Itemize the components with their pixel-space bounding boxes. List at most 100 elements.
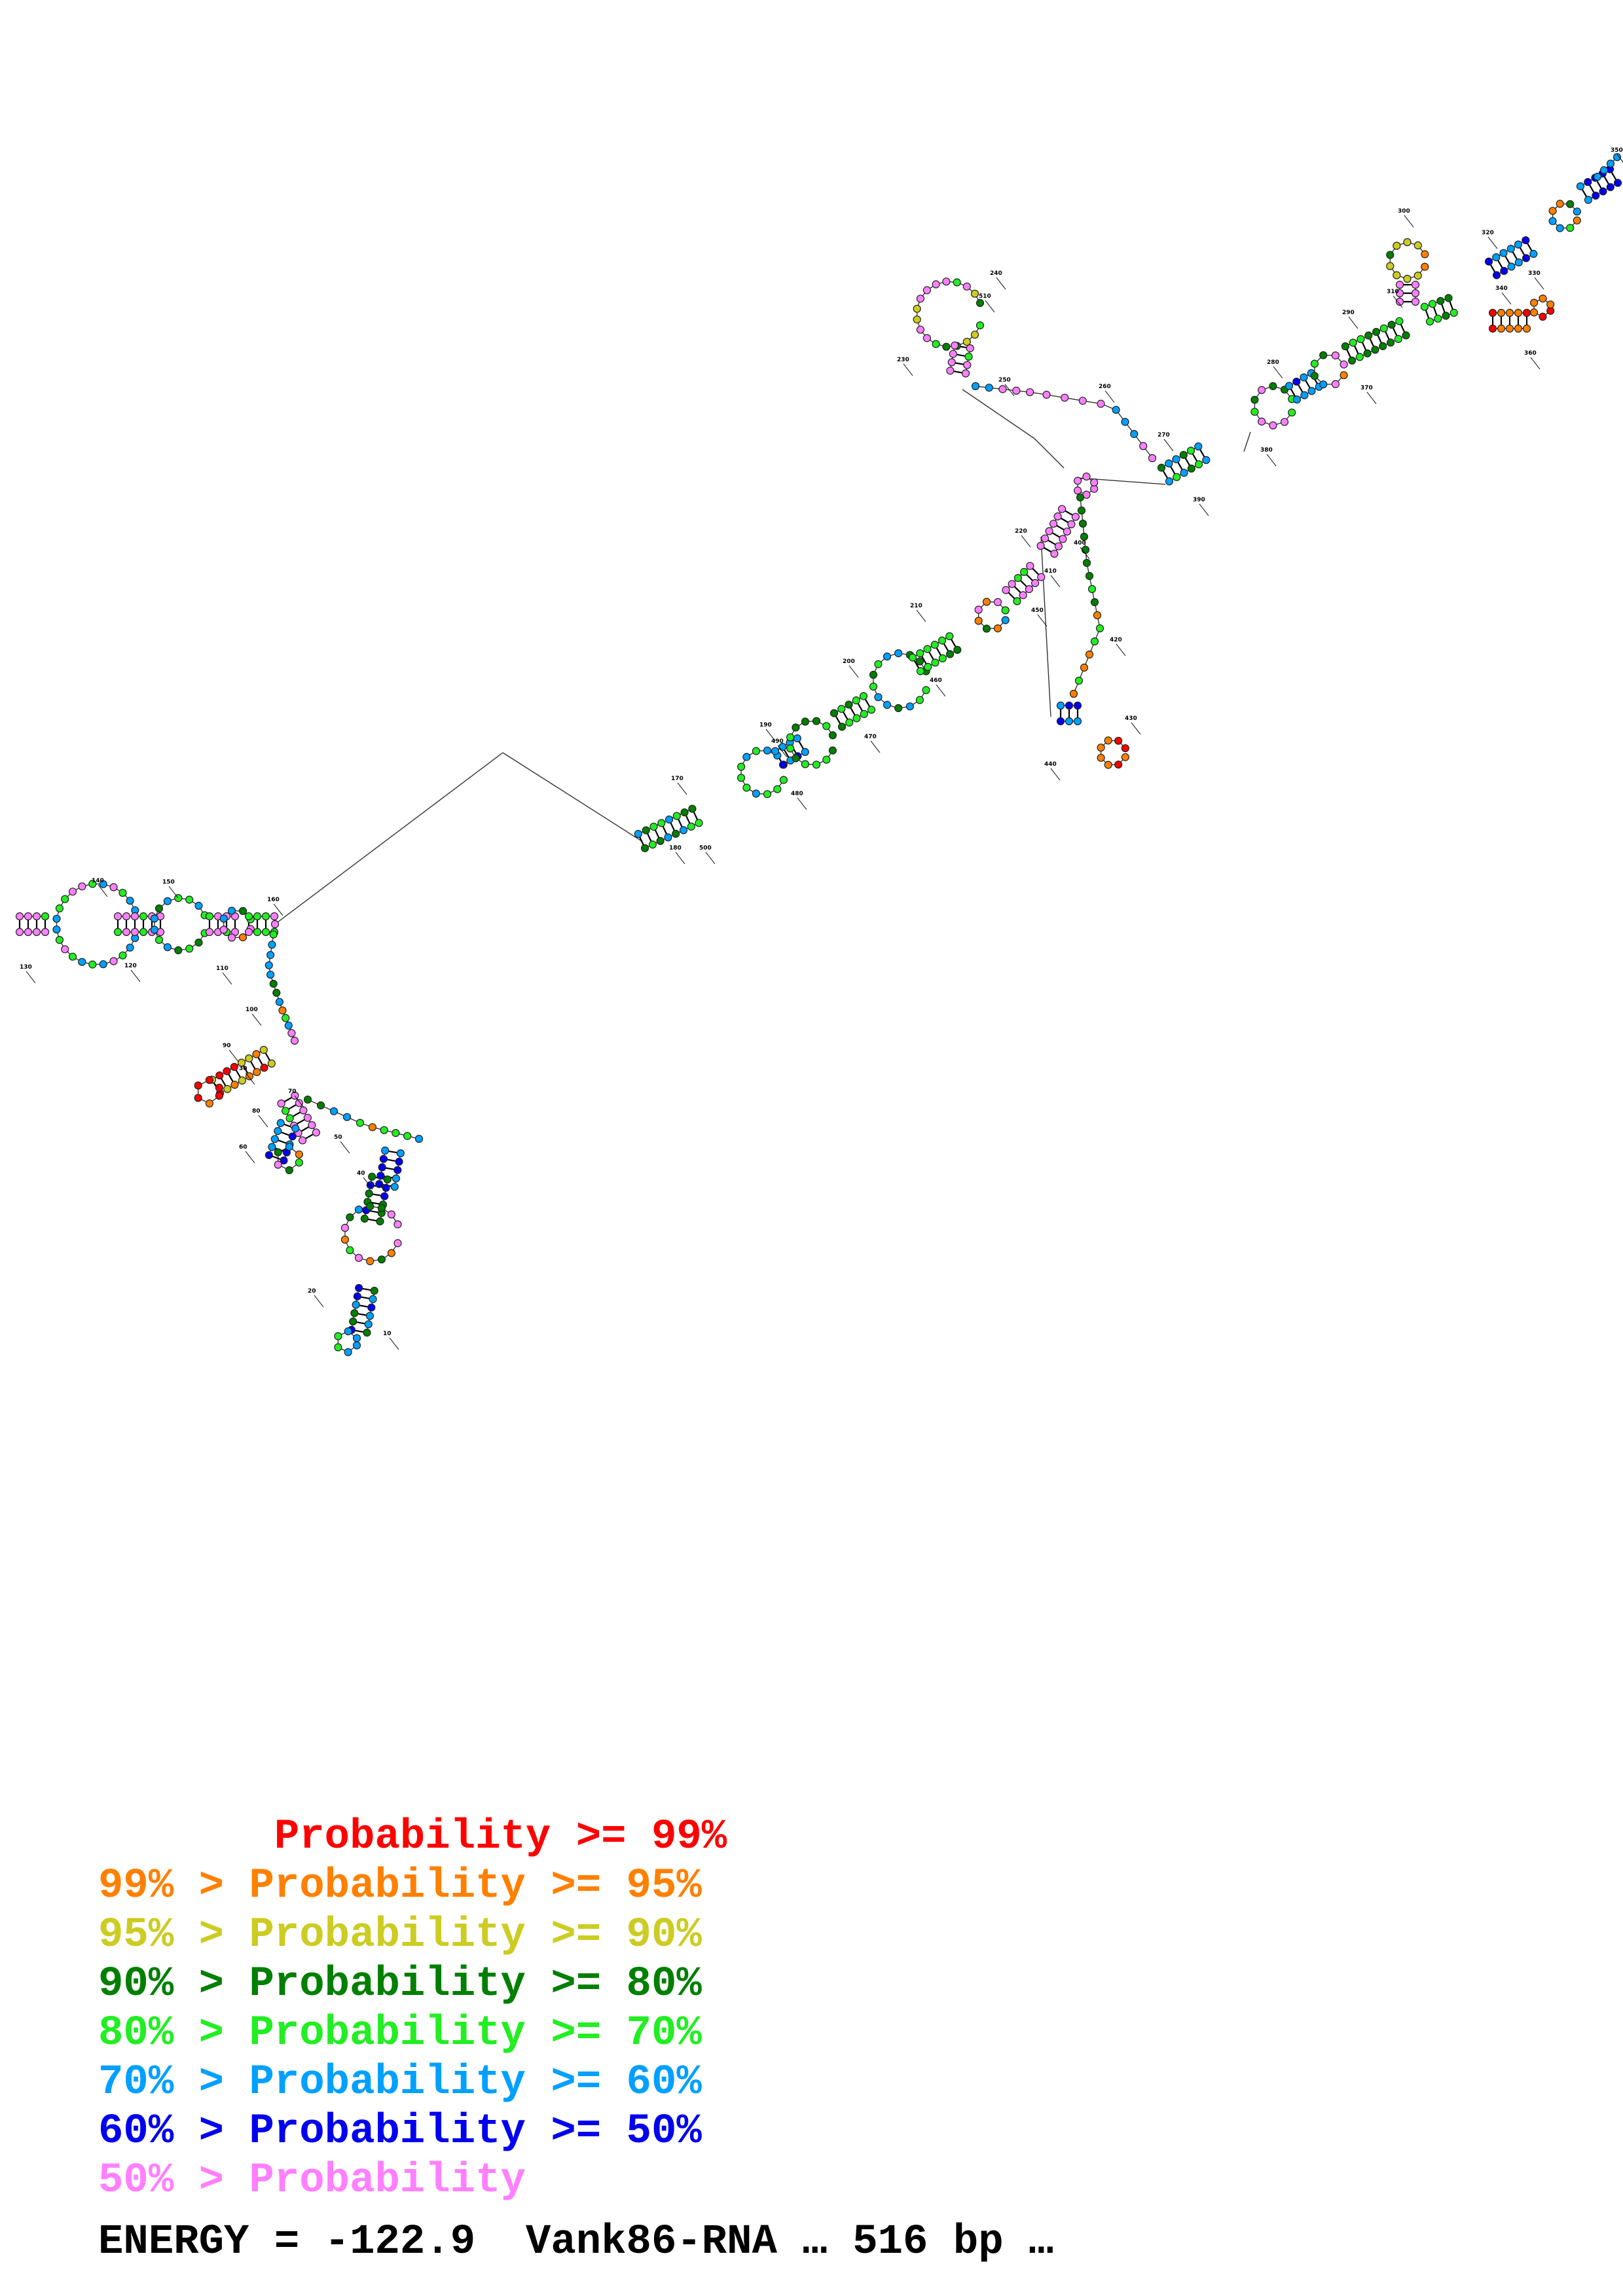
nucleotide <box>922 286 932 295</box>
nucleotide <box>1077 506 1086 515</box>
nucleotide <box>113 927 122 937</box>
label-tick <box>675 852 685 865</box>
label-tick <box>363 1177 373 1190</box>
nucleotide <box>334 1343 342 1352</box>
nucleotide <box>109 883 118 891</box>
nucleotide <box>963 361 972 369</box>
nucleotide <box>852 714 861 723</box>
nucleotide <box>822 722 831 730</box>
nucleotide <box>268 941 276 949</box>
nucleotide <box>303 1095 312 1104</box>
position-label: 350 <box>1611 147 1623 154</box>
nucleotide <box>1566 200 1575 208</box>
nucleotide <box>88 960 97 969</box>
nucleotide <box>1093 611 1102 620</box>
nucleotide <box>150 925 158 934</box>
nucleotide <box>99 960 107 969</box>
position-label: 390 <box>1193 497 1205 503</box>
position-label: 100 <box>246 1007 258 1013</box>
nucleotide <box>1319 380 1328 389</box>
nucleotide <box>1082 558 1091 567</box>
position-label: 270 <box>1158 432 1170 439</box>
nucleotide <box>194 901 203 910</box>
position-label: 150 <box>162 879 175 886</box>
nucleotide <box>742 753 751 761</box>
backbone-link <box>502 752 642 842</box>
legend-label: Probability >= 99% <box>274 1814 727 1861</box>
nucleotide <box>1522 324 1531 333</box>
backbone-link <box>274 752 503 925</box>
label-tick <box>870 740 881 753</box>
nucleotide <box>342 1113 352 1121</box>
nucleotide <box>395 1157 403 1166</box>
nucleotide <box>1069 689 1078 698</box>
legend-label: Probability <box>249 2157 526 2204</box>
nucleotide <box>1269 382 1277 391</box>
nucleotide <box>344 1348 352 1356</box>
nucleotide <box>961 369 970 378</box>
nucleotide <box>665 815 674 824</box>
nucleotide <box>24 912 33 921</box>
nucleotide <box>1114 736 1123 745</box>
nucleotide <box>1395 297 1404 306</box>
nucleotide <box>905 702 915 711</box>
nucleotide <box>786 733 795 742</box>
position-label: 470 <box>864 734 877 740</box>
nucleotide <box>369 1295 377 1304</box>
rna-secondary-structure-diagram: 10 20 30 40 50 60 70 80 90 100 110 120 130 140 150 160 1… <box>15 147 1623 1356</box>
nucleotide <box>1073 701 1082 710</box>
nucleotide <box>793 734 801 743</box>
nucleotide <box>672 812 681 820</box>
nucleotide <box>1522 236 1530 245</box>
position-label: 480 <box>791 791 803 797</box>
nucleotide <box>828 731 837 740</box>
label-tick <box>1534 277 1544 290</box>
legend-prefix: 95% > <box>98 1912 249 1959</box>
nucleotide <box>1393 242 1401 250</box>
nucleotide <box>1529 249 1538 258</box>
nucleotide <box>163 897 172 905</box>
label-tick <box>1131 722 1141 735</box>
nucleotide <box>375 1179 384 1189</box>
nucleotide <box>303 1113 312 1122</box>
nucleotide <box>230 1062 238 1071</box>
nucleotide <box>1576 182 1585 190</box>
nucleotide <box>1413 272 1422 280</box>
nucleotide <box>1040 534 1049 543</box>
nucleotide <box>1606 183 1614 191</box>
nucleotide <box>393 1220 402 1229</box>
label-tick <box>1266 454 1277 467</box>
nucleotide <box>874 660 883 668</box>
nucleotide <box>1081 545 1090 554</box>
nucleotide <box>1573 207 1581 216</box>
nucleotide <box>1067 520 1076 529</box>
nucleotide <box>763 746 772 755</box>
nucleotide <box>284 1021 293 1030</box>
nucleotide <box>1386 338 1395 347</box>
nucleotide <box>1082 472 1091 481</box>
nucleotide <box>1097 399 1105 408</box>
label-tick <box>1366 391 1377 404</box>
nucleotide <box>334 1332 342 1340</box>
nucleotide <box>1173 473 1181 482</box>
position-label: 260 <box>1099 384 1111 390</box>
nucleotide <box>266 971 275 979</box>
nucleotide <box>1300 373 1308 382</box>
backbone-segment <box>1314 354 1345 386</box>
nucleotide <box>916 325 925 334</box>
nucleotide <box>1364 331 1373 340</box>
nucleotide <box>1411 280 1420 289</box>
nucleotide <box>269 979 278 988</box>
nucleotide <box>346 1213 354 1221</box>
base-pair-lines <box>18 169 1618 1334</box>
nucleotide <box>908 653 917 662</box>
label-tick <box>1199 503 1209 516</box>
nucleotide <box>1001 616 1010 624</box>
label-tick <box>130 969 141 982</box>
nucleotide <box>392 1128 400 1138</box>
nucleotide <box>52 914 61 923</box>
nucleotide <box>1045 527 1053 535</box>
nucleotide <box>1411 297 1420 306</box>
nucleotide <box>368 1172 376 1181</box>
nucleotide <box>350 1309 359 1318</box>
